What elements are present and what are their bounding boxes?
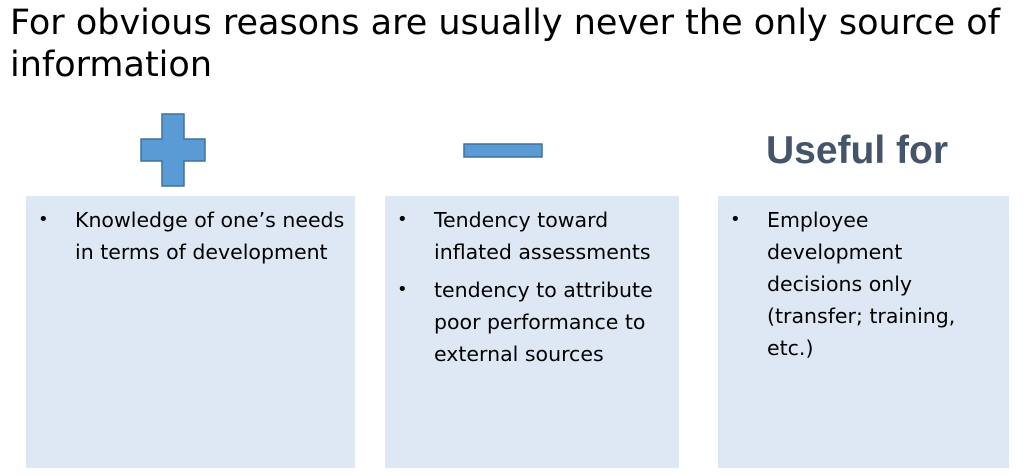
plus-icon bbox=[140, 113, 206, 187]
list-item-text: Tendency toward inflated assessments bbox=[434, 208, 651, 264]
useful-for-heading: Useful for bbox=[766, 129, 949, 172]
useful-for-box: • Employee development decisions only (t… bbox=[718, 196, 1009, 468]
cons-list: • Tendency toward inflated assessments •… bbox=[385, 196, 679, 370]
list-item-text: Knowledge of one’s needs in terms of dev… bbox=[75, 208, 345, 264]
cons-box: • Tendency toward inflated assessments •… bbox=[385, 196, 679, 468]
bullet-icon: • bbox=[397, 279, 408, 300]
list-item-text: tendency to attribute poor performance t… bbox=[434, 278, 653, 366]
bullet-icon: • bbox=[730, 209, 741, 230]
pros-box: • Knowledge of one’s needs in terms of d… bbox=[26, 196, 355, 468]
list-item: • Tendency toward inflated assessments bbox=[385, 204, 679, 268]
list-item-text: Employee development decisions only (tra… bbox=[767, 208, 956, 360]
minus-icon bbox=[463, 143, 543, 158]
list-item: • tendency to attribute poor performance… bbox=[385, 274, 679, 370]
slide-title: For obvious reasons are usually never th… bbox=[10, 3, 1000, 85]
list-item: • Employee development decisions only (t… bbox=[718, 204, 1009, 364]
bullet-icon: • bbox=[38, 209, 49, 230]
pros-list: • Knowledge of one’s needs in terms of d… bbox=[26, 196, 355, 268]
list-item: • Knowledge of one’s needs in terms of d… bbox=[26, 204, 355, 268]
useful-for-list: • Employee development decisions only (t… bbox=[718, 196, 1009, 364]
bullet-icon: • bbox=[397, 209, 408, 230]
